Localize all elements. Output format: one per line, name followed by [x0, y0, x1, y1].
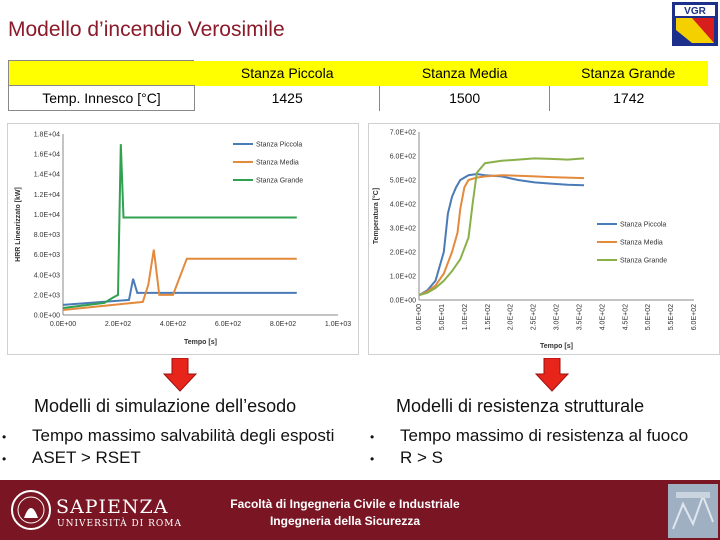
legend-entry: Stanza Piccola: [256, 142, 302, 149]
x-axis-label: Tempo [s]: [184, 339, 217, 346]
y-tick-label: 3.0E+02: [390, 226, 416, 233]
hrr-chart-box: 0.0E+00 2.0E+03 4.0E+03 6.0E+03 8.0E+03 1.0E+…: [7, 123, 359, 355]
column-header-stanza-piccola: Stanza Piccola: [194, 60, 380, 86]
bullet-icon: •: [2, 451, 7, 466]
left-bullet-2-text: ASET > RSET: [32, 448, 141, 467]
hrr-chart: 0.0E+00 2.0E+03 4.0E+03 6.0E+03 8.0E+03 1.0E+…: [15, 132, 351, 347]
arrow-down-right-icon: [535, 358, 569, 392]
y-tick-label: 1.4E+04: [34, 172, 60, 179]
x-tick-label: 3.5E+02: [576, 304, 583, 330]
bullet-icon: •: [2, 429, 7, 444]
y-tick-label: 1.6E+04: [34, 152, 60, 159]
y-tick-label: 2.0E+03: [34, 292, 60, 299]
x-tick-label: 5.0E+02: [645, 304, 652, 330]
legend-entry: Stanza Media: [620, 240, 663, 247]
y-tick-label: 8.0E+03: [34, 232, 60, 239]
x-tick-label: 4.0E+02: [599, 304, 606, 330]
left-heading: Modelli di simulazione dell’esodo: [34, 396, 297, 416]
x-tick-label: 1.0E+03: [325, 321, 351, 328]
x-axis-label: Tempo [s]: [540, 343, 573, 350]
value-stanza-piccola: 1425: [194, 85, 381, 111]
row-label-ignition-temp: Temp. Innesco [°C]: [8, 85, 195, 111]
x-tick-label: 2.0E+02: [508, 304, 515, 330]
left-bullet-2: • ASET > RSET: [2, 448, 141, 468]
x-tick-label: 2.5E+02: [531, 304, 538, 330]
y-tick-label: 4.0E+02: [390, 202, 416, 209]
arrow-down-left-icon: [163, 358, 197, 392]
faculty-line-2: Ingegneria della Sicurezza: [269, 514, 421, 528]
series-line-1: [418, 172, 585, 297]
y-tick-label: 0.0E+00: [390, 298, 416, 305]
y-tick-label: 0.0E+00: [34, 313, 60, 320]
right-bullet-1: • Tempo massimo di resistenza al fuoco: [370, 426, 688, 446]
right-bullet-1-text: Tempo massimo di resistenza al fuoco: [400, 426, 689, 445]
y-axis-label: Temperatura [°C]: [372, 188, 380, 244]
x-tick-label: 1.0E+02: [462, 304, 469, 330]
x-tick-label: 6.0E+02: [215, 321, 241, 328]
x-tick-label: 0.0E+00: [416, 304, 423, 330]
x-tick-label: 8.0E+02: [270, 321, 296, 328]
series-line-2: [418, 174, 585, 297]
faculty-text: Facoltà di Ingegneria Civile e Industria…: [200, 496, 490, 530]
right-heading: Modelli di resistenza strutturale: [396, 396, 645, 416]
series-line-3: [62, 144, 297, 309]
x-tick-label: 3.0E+02: [554, 304, 561, 330]
table-header-empty: [8, 60, 195, 86]
y-axis-label: HRR Linearizzato [kW]: [15, 187, 22, 262]
x-tick-label: 1.5E+02: [485, 304, 492, 330]
y-tick-label: 2.0E+02: [390, 250, 416, 257]
series-line-2: [62, 249, 297, 311]
bullet-icon: •: [370, 451, 375, 466]
logo-text: VGR: [684, 6, 706, 17]
brand-subtitle: UNIVERSITÀ DI ROMA: [57, 519, 182, 529]
sapienza-seal-icon: [11, 490, 51, 530]
vgr-logo: VGR: [672, 2, 718, 46]
y-tick-label: 1.0E+02: [390, 274, 416, 281]
bullet-icon: •: [370, 429, 375, 444]
y-tick-label: 4.0E+03: [34, 272, 60, 279]
y-tick-label: 6.0E+03: [34, 252, 60, 259]
series-line-3: [418, 157, 585, 297]
legend-entry: Stanza Piccola: [620, 222, 666, 229]
y-tick-label: 5.0E+02: [390, 178, 416, 185]
value-stanza-media: 1500: [379, 85, 550, 111]
y-tick-label: 7.0E+02: [390, 130, 416, 137]
legend-entry: Stanza Grande: [256, 178, 303, 185]
y-tick-label: 1.0E+04: [34, 212, 60, 219]
value-stanza-grande: 1742: [613, 90, 645, 106]
structure-thumbnail-icon: [668, 484, 718, 538]
x-tick-label: 5.0E+01: [439, 304, 446, 330]
legend-entry: Stanza Media: [256, 160, 299, 167]
legend-entry: Stanza Grande: [620, 258, 667, 265]
y-tick-label: 1.8E+04: [34, 132, 60, 139]
ignition-temperature-table: Stanza Piccola Stanza Media Stanza Grand…: [8, 60, 708, 111]
x-tick-label: 4.5E+02: [622, 304, 629, 330]
right-bullet-2-text: R > S: [400, 448, 443, 467]
x-tick-label: 6.0E+02: [691, 304, 698, 330]
footer-bar: SAPIENZA UNIVERSITÀ DI ROMA Facoltà di I…: [0, 480, 720, 540]
slide-title: Modello d’incendio Verosimile: [8, 18, 285, 41]
x-tick-label: 4.0E+02: [160, 321, 186, 328]
series-line-1: [62, 278, 297, 306]
left-bullet-1: • Tempo massimo salvabilità degli esposti: [2, 426, 334, 446]
left-bullet-1-text: Tempo massimo salvabilità degli esposti: [32, 426, 335, 445]
temperature-chart-box: 0.0E+00 1.0E+02 2.0E+02 3.0E+02 4.0E+02 5.0E+…: [368, 123, 720, 355]
y-tick-label: 1.2E+04: [34, 192, 60, 199]
y-tick-label: 6.0E+02: [390, 154, 416, 161]
x-tick-label: 0.0E+00: [50, 321, 76, 328]
faculty-line-1: Facoltà di Ingegneria Civile e Industria…: [230, 497, 460, 511]
brand-name: SAPIENZA: [56, 496, 169, 518]
right-bullet-2: • R > S: [370, 448, 443, 468]
column-header-stanza-grande: Stanza Grande: [549, 60, 708, 86]
temperature-chart: 0.0E+00 1.0E+02 2.0E+02 3.0E+02 4.0E+02 5.0E+…: [372, 130, 698, 351]
column-header-stanza-media: Stanza Media: [379, 60, 550, 86]
x-tick-label: 2.0E+02: [105, 321, 131, 328]
x-tick-label: 5.5E+02: [668, 304, 675, 330]
